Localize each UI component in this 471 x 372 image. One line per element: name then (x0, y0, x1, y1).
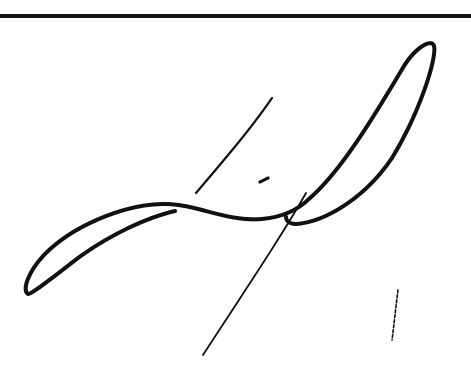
signature-stroke-left-loop (23, 196, 312, 296)
signature-stroke-diagonal-upper (194, 96, 274, 195)
signature-stroke-diagonal-lower (202, 192, 307, 356)
signature-stroke-right-loop (284, 41, 437, 226)
signature-rule-line (0, 14, 471, 18)
signature-stroke-dot (258, 176, 270, 184)
signature-stroke-faint-right (391, 289, 399, 341)
